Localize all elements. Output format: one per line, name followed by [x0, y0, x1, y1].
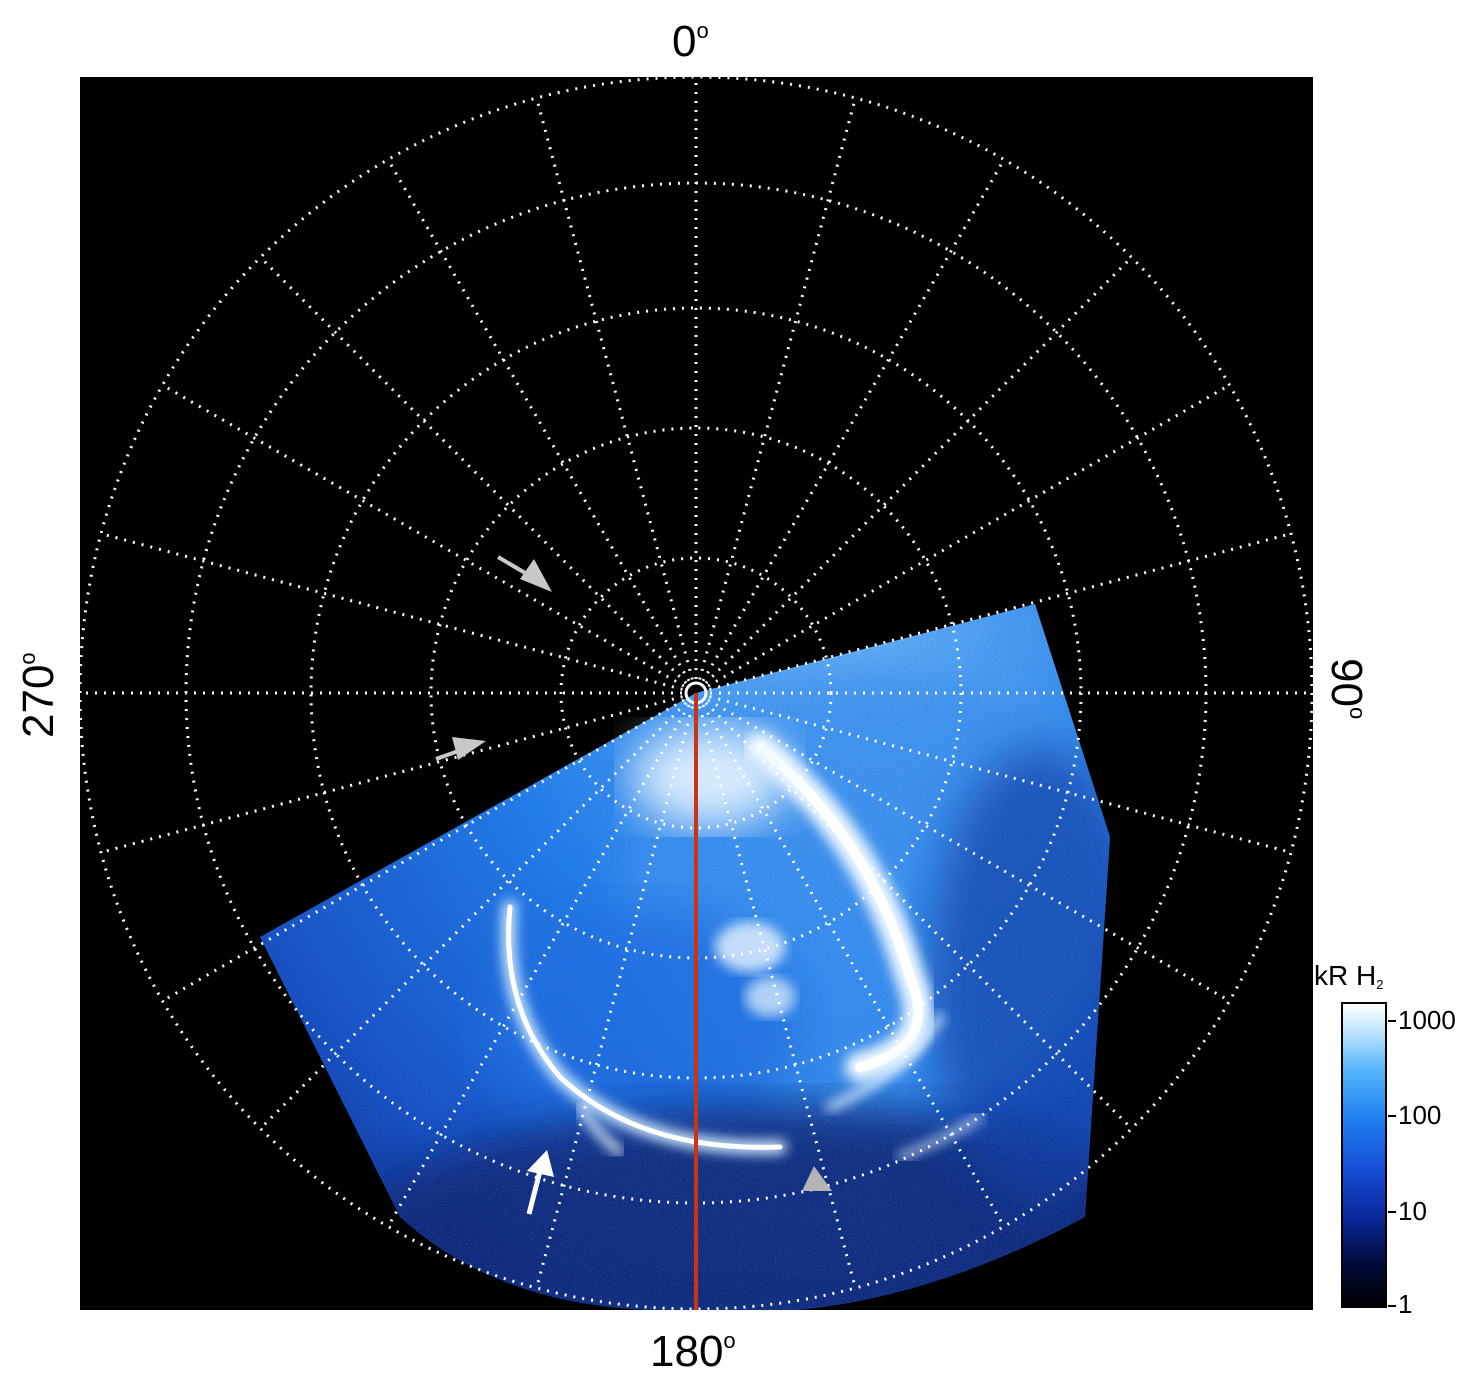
arrow-marker-white-bottom — [526, 1150, 554, 1215]
meridian-line — [707, 383, 1231, 688]
meridian-line — [707, 698, 1231, 1003]
meridian-line — [704, 256, 1133, 685]
longitude-label-270: 270o — [14, 652, 63, 738]
meridian-line — [704, 701, 1133, 1130]
meridian-line — [535, 706, 694, 1289]
longitude-label-0: 0o — [672, 17, 709, 66]
colorbar-tick — [1388, 1115, 1396, 1117]
meridian-line — [535, 97, 694, 680]
meridian-line — [259, 701, 688, 1130]
colorbar-label-100: 100 — [1398, 1100, 1442, 1130]
meridian-line — [701, 158, 1006, 682]
colorbar-label-1: 1 — [1398, 1289, 1413, 1319]
meridian-line — [259, 256, 688, 685]
meridian-line — [161, 383, 685, 688]
arrow-marker-gray-left — [435, 737, 486, 761]
meridian-line — [386, 704, 691, 1228]
meridian-line — [698, 706, 857, 1289]
meridian-line — [709, 532, 1292, 691]
arrow-marker-gray-bottom-right — [802, 1166, 832, 1191]
meridian-line — [100, 532, 683, 691]
longitude-label-180: 180o — [650, 1327, 736, 1376]
colorbar-title: kR H2 — [1314, 960, 1384, 992]
meridian-line — [100, 695, 683, 854]
longitude-label-90: 90o — [1322, 658, 1371, 720]
meridian-line — [386, 158, 691, 682]
meridian-line — [701, 704, 1006, 1228]
meridian-line — [709, 695, 1292, 854]
colorbar-label-1000: 1000 — [1398, 1005, 1456, 1035]
colorbar-tick — [1388, 1305, 1396, 1307]
colorbar-tick — [1388, 1020, 1396, 1022]
polar-projection-image — [80, 77, 1313, 1310]
arrow-marker-gray-upper-left — [496, 555, 552, 592]
colorbar-tick — [1388, 1211, 1396, 1213]
meridian-line — [161, 698, 685, 1003]
colorbar-label-10: 10 — [1398, 1196, 1427, 1226]
meridian-line — [698, 97, 857, 680]
colorbar — [1341, 1002, 1387, 1308]
polar-projection-panel — [80, 77, 1313, 1310]
